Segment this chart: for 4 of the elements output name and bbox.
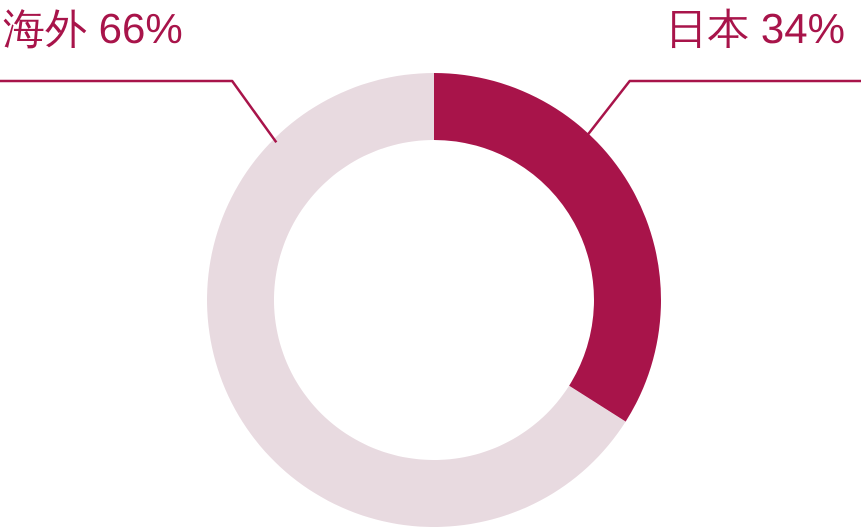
donut-slice (207, 73, 626, 527)
slice-label: 日本 34% (665, 5, 845, 52)
donut-slice (434, 73, 661, 422)
slice-label: 海外 66% (3, 5, 183, 52)
